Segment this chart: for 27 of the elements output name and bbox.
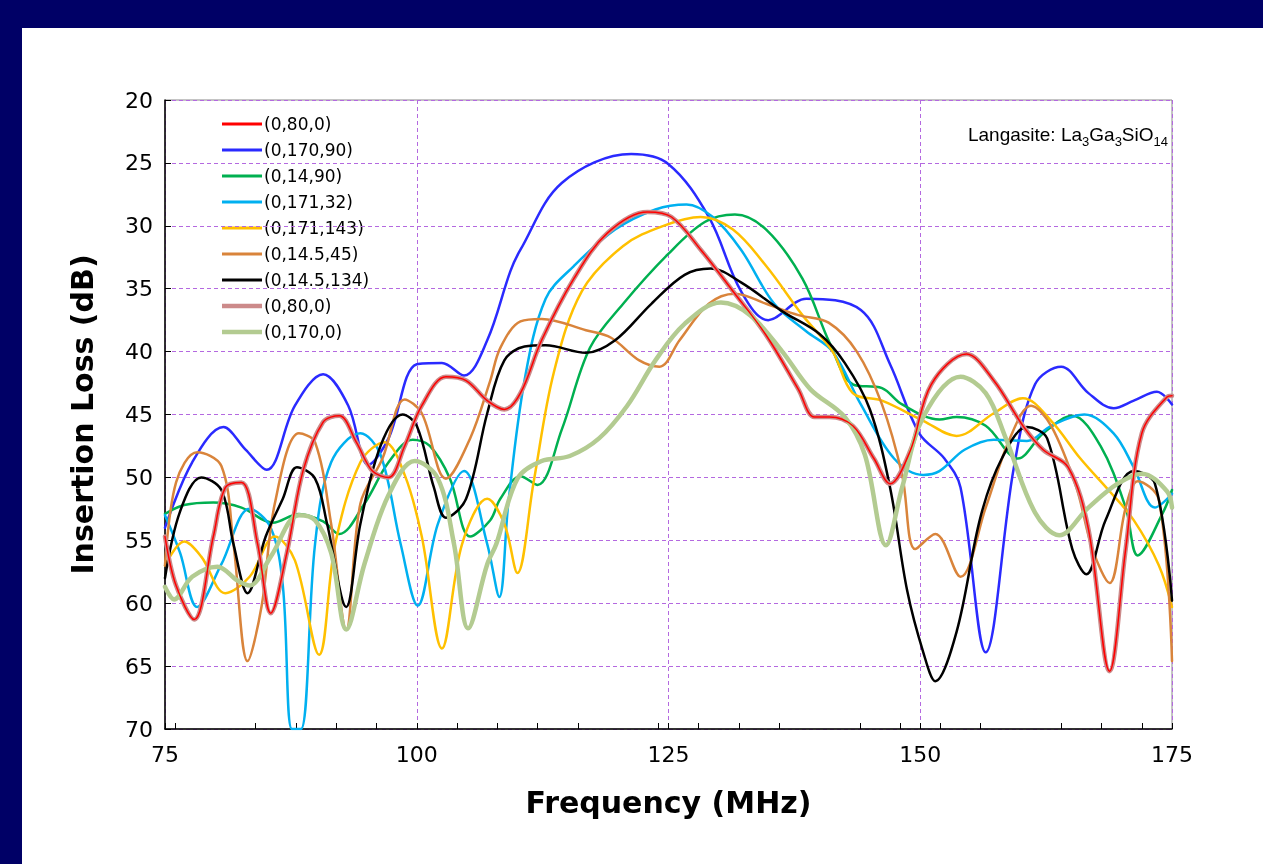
y-tick-label: 45: [125, 402, 153, 427]
y-tick-label: 35: [125, 276, 153, 302]
legend-label: (0,171,32): [264, 192, 353, 212]
y-tick-label: 65: [125, 653, 153, 679]
legend-label: (0,14,90): [264, 166, 343, 186]
y-tick-label: 20: [125, 87, 153, 113]
legend-label: (0,171,143): [264, 218, 364, 238]
y-axis-title: Insertion Loss (dB): [64, 254, 100, 575]
y-tick-label: 55: [125, 527, 153, 553]
x-tick-label: 150: [899, 741, 942, 767]
legend-label: (0,170,90): [264, 140, 353, 160]
x-axis-title: Frequency (MHz): [525, 784, 812, 820]
x-tick-label: 100: [395, 741, 438, 767]
x-tick-label: 125: [647, 741, 690, 767]
y-tick-label: 40: [125, 339, 153, 365]
y-tick-label: 60: [125, 590, 153, 616]
legend-label: (0,80,0): [264, 114, 332, 134]
legend-label: (0,14.5,45): [264, 244, 359, 264]
y-tick-label: 70: [125, 716, 153, 742]
y-tick-label: 30: [125, 213, 153, 239]
legend-label: (0,14.5,134): [264, 270, 370, 290]
legend-label: (0,170,0): [264, 322, 343, 342]
y-tick-label: 25: [125, 150, 153, 176]
legend-label: (0,80,0): [264, 296, 332, 316]
y-tick-label: 50: [125, 464, 153, 490]
x-tick-label: 175: [1151, 741, 1193, 767]
x-tick-label: 75: [151, 741, 179, 767]
